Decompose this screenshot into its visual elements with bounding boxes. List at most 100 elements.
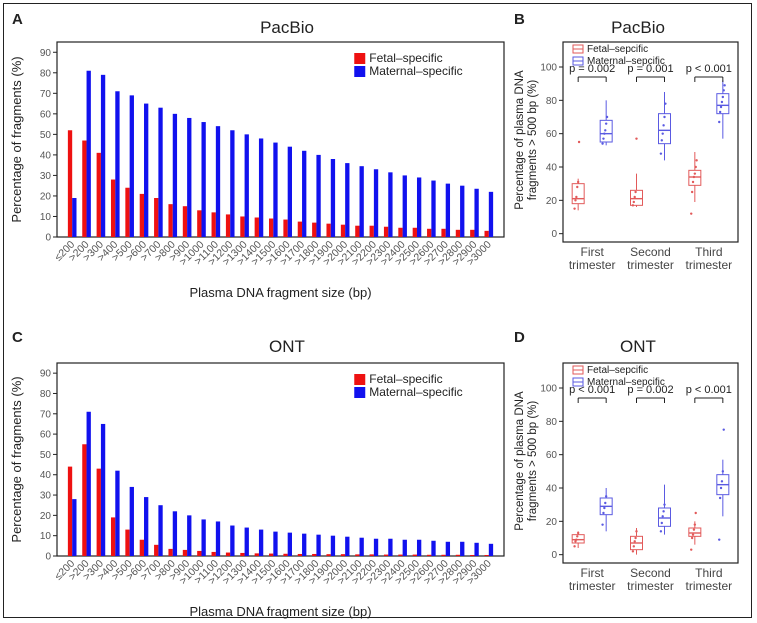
bar-maternal	[488, 543, 494, 556]
bar-maternal	[402, 539, 407, 556]
maternal-point	[660, 139, 663, 142]
bar-maternal	[431, 540, 436, 556]
bar-maternal	[129, 486, 134, 556]
bar-fetal	[326, 554, 331, 556]
y-tick-label: 60	[40, 109, 52, 120]
bar-maternal	[129, 95, 134, 237]
bar-maternal	[488, 191, 494, 237]
x-group-label-line1: Third	[695, 245, 722, 259]
bar-fetal	[110, 517, 116, 556]
y-tick-label: 40	[40, 470, 52, 481]
bar-fetal	[340, 554, 346, 556]
maternal-point	[661, 515, 664, 518]
bar-fetal	[225, 214, 231, 237]
bar-fetal	[82, 444, 87, 556]
maternal-point	[664, 102, 667, 105]
maternal-point	[721, 95, 725, 99]
fetal-point	[575, 195, 578, 199]
bar-fetal	[312, 553, 317, 556]
fetal-point	[633, 540, 636, 543]
y-tick-label: 0	[551, 229, 557, 240]
bar-fetal	[125, 187, 130, 237]
bar-fetal	[269, 553, 274, 556]
bar-maternal	[72, 198, 77, 237]
x-group-label-line2: trimester	[569, 579, 616, 593]
bar-fetal	[67, 130, 73, 237]
legend-label-maternal: Maternal–sepcific	[587, 56, 665, 67]
bar-fetal	[398, 227, 403, 237]
bar-fetal	[269, 218, 274, 237]
bar-fetal	[297, 553, 303, 556]
bar-maternal	[416, 539, 422, 556]
y-axis-label: Percentage of fragments (%)	[9, 56, 24, 222]
bar-maternal	[273, 531, 278, 556]
x-axis-label: Plasma DNA fragment size (bp)	[189, 285, 371, 300]
bar-maternal	[345, 536, 350, 556]
bar-fetal	[383, 554, 389, 556]
y-tick-label: 20	[40, 191, 52, 202]
bar-maternal	[144, 103, 149, 237]
y-tick-label: 0	[45, 233, 51, 244]
figure-frame	[3, 3, 752, 618]
fetal-box	[688, 169, 702, 186]
maternal-point	[722, 428, 725, 431]
fetal-point	[695, 159, 698, 162]
maternal-box	[658, 113, 671, 145]
panel-letter-b: B	[514, 11, 525, 28]
fetal-point	[690, 212, 693, 215]
fetal-point	[690, 548, 693, 551]
bar-maternal	[431, 180, 436, 237]
bar-fetal	[154, 544, 159, 556]
panel-a-title: PacBio	[260, 18, 314, 37]
maternal-point	[660, 521, 663, 525]
bar-fetal	[455, 554, 461, 556]
fetal-point	[691, 533, 695, 536]
y-tick-label: 80	[546, 417, 558, 428]
bar-maternal	[86, 411, 91, 556]
bar-fetal	[427, 554, 432, 556]
maternal-point	[718, 538, 721, 541]
bar-maternal	[388, 172, 393, 237]
plot-frame	[562, 362, 739, 564]
x-group-label-line2: trimester	[685, 579, 732, 593]
bar-maternal	[100, 74, 106, 237]
bar-fetal	[283, 219, 288, 237]
bar-fetal	[82, 140, 87, 237]
bar-fetal	[441, 228, 446, 237]
bar-fetal	[369, 554, 374, 556]
bar-maternal	[287, 146, 292, 237]
x-group-label-line1: Second	[630, 245, 671, 259]
bar-maternal	[359, 166, 364, 237]
y-tick-label: 80	[546, 96, 558, 107]
maternal-box	[658, 507, 671, 527]
fetal-point	[694, 165, 697, 169]
plot-frame	[56, 362, 505, 557]
p-value-label: p = 0.001	[627, 63, 673, 75]
y-tick-label: 80	[40, 389, 52, 400]
fetal-point	[633, 195, 636, 199]
bar-maternal	[215, 521, 221, 556]
p-value-label: p < 0.001	[686, 384, 732, 396]
maternal-point	[603, 506, 606, 510]
bar-maternal	[244, 527, 249, 556]
bar-fetal	[67, 466, 73, 556]
maternal-point	[718, 496, 722, 500]
y-tick-label: 10	[40, 531, 52, 542]
y-tick-label: 20	[546, 517, 558, 528]
bar-maternal	[330, 159, 336, 237]
bar-fetal	[297, 221, 303, 237]
maternal-point	[605, 115, 609, 119]
bar-fetal	[182, 206, 188, 237]
legend-label-fetal: Fetal–sepcific	[587, 44, 648, 55]
legend-swatch-maternal	[354, 387, 366, 398]
bar-fetal	[355, 554, 360, 556]
bar-maternal	[258, 138, 264, 237]
bar-maternal	[302, 150, 307, 237]
bar-fetal	[125, 529, 130, 556]
bar-fetal	[484, 230, 489, 237]
legend-swatch-fetal	[354, 53, 366, 64]
x-group-label-line2: trimester	[685, 258, 732, 272]
bar-fetal	[154, 198, 159, 237]
maternal-point	[602, 511, 605, 515]
